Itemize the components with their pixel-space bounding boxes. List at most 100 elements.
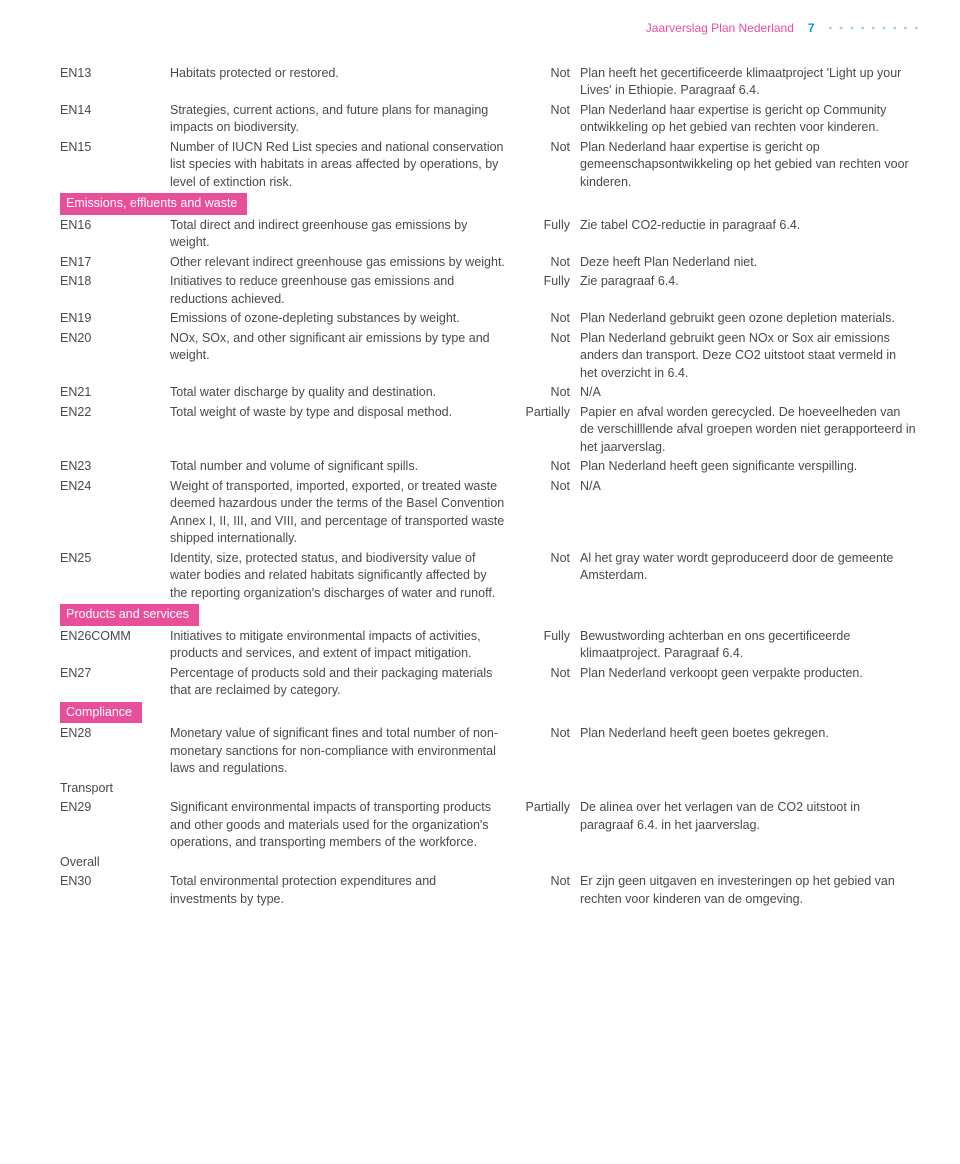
section-subhead-row: Transport (60, 780, 920, 800)
indicator-code: EN18 (60, 273, 170, 310)
table-row: EN13Habitats protected or restored.NotPl… (60, 65, 920, 102)
table-row: EN18Initiatives to reduce greenhouse gas… (60, 273, 920, 310)
section-band-row: Products and services (60, 604, 920, 628)
indicator-description: Significant environmental impacts of tra… (170, 799, 510, 854)
indicator-description: Percentage of products sold and their pa… (170, 665, 510, 702)
indicator-note: Plan heeft het gecertificeerde klimaatpr… (580, 65, 920, 102)
indicator-note: Deze heeft Plan Nederland niet. (580, 254, 920, 274)
indicator-note: Plan Nederland heeft geen significante v… (580, 458, 920, 478)
indicator-description: Other relevant indirect greenhouse gas e… (170, 254, 510, 274)
indicator-code: EN29 (60, 799, 170, 854)
indicator-status: Not (510, 665, 580, 702)
section-subhead: Overall (60, 854, 920, 874)
indicator-note: Plan Nederland verkoopt geen verpakte pr… (580, 665, 920, 702)
indicator-code: EN21 (60, 384, 170, 404)
indicator-status: Partially (510, 799, 580, 854)
indicator-description: Weight of transported, imported, exporte… (170, 478, 510, 550)
indicator-status: Not (510, 550, 580, 605)
header-page-number: 7 (808, 20, 815, 37)
indicator-status: Not (510, 478, 580, 550)
indicator-code: EN20 (60, 330, 170, 385)
indicator-status: Fully (510, 217, 580, 254)
table-row: EN20NOx, SOx, and other significant air … (60, 330, 920, 385)
indicator-note: Plan Nederland haar expertise is gericht… (580, 139, 920, 194)
indicator-description: Monetary value of significant fines and … (170, 725, 510, 780)
section-band: Emissions, effluents and waste (60, 193, 247, 215)
table-row: EN26COMMInitiatives to mitigate environm… (60, 628, 920, 665)
section-band-row: Emissions, effluents and waste (60, 193, 920, 217)
indicator-note: N/A (580, 478, 920, 550)
indicator-code: EN16 (60, 217, 170, 254)
indicator-status: Not (510, 102, 580, 139)
table-row: EN29Significant environmental impacts of… (60, 799, 920, 854)
indicator-status: Not (510, 458, 580, 478)
indicator-note: Zie paragraaf 6.4. (580, 273, 920, 310)
indicator-note: Plan Nederland gebruikt geen ozone deple… (580, 310, 920, 330)
section-band: Compliance (60, 702, 142, 724)
indicator-description: NOx, SOx, and other significant air emis… (170, 330, 510, 385)
table-row: EN21Total water discharge by quality and… (60, 384, 920, 404)
indicator-description: Total number and volume of significant s… (170, 458, 510, 478)
indicator-code: EN28 (60, 725, 170, 780)
indicator-status: Not (510, 725, 580, 780)
table-row: EN25Identity, size, protected status, an… (60, 550, 920, 605)
gri-table: EN13Habitats protected or restored.NotPl… (60, 65, 920, 911)
indicator-status: Not (510, 873, 580, 910)
indicator-status: Partially (510, 404, 580, 459)
indicator-code: EN22 (60, 404, 170, 459)
indicator-status: Not (510, 65, 580, 102)
indicator-status: Not (510, 254, 580, 274)
indicator-status: Not (510, 384, 580, 404)
indicator-code: EN27 (60, 665, 170, 702)
indicator-description: Total water discharge by quality and des… (170, 384, 510, 404)
header-dashes: - - - - - - - - - (829, 21, 920, 36)
indicator-note: Bewustwording achterban en ons gecertifi… (580, 628, 920, 665)
indicator-note: N/A (580, 384, 920, 404)
table-row: EN19Emissions of ozone-depleting substan… (60, 310, 920, 330)
indicator-status: Fully (510, 628, 580, 665)
table-row: EN23Total number and volume of significa… (60, 458, 920, 478)
indicator-code: EN30 (60, 873, 170, 910)
section-subhead-row: Overall (60, 854, 920, 874)
table-row: EN24Weight of transported, imported, exp… (60, 478, 920, 550)
indicator-code: EN15 (60, 139, 170, 194)
table-row: EN16Total direct and indirect greenhouse… (60, 217, 920, 254)
indicator-note: De alinea over het verlagen van de CO2 u… (580, 799, 920, 854)
indicator-description: Emissions of ozone-depleting substances … (170, 310, 510, 330)
section-band-row: Compliance (60, 702, 920, 726)
section-band: Products and services (60, 604, 199, 626)
indicator-code: EN25 (60, 550, 170, 605)
indicator-description: Total direct and indirect greenhouse gas… (170, 217, 510, 254)
indicator-note: Plan Nederland heeft geen boetes gekrege… (580, 725, 920, 780)
indicator-status: Not (510, 139, 580, 194)
page-header: Jaarverslag Plan Nederland 7 - - - - - -… (60, 20, 920, 37)
indicator-note: Plan Nederland haar expertise is gericht… (580, 102, 920, 139)
header-title: Jaarverslag Plan Nederland (646, 20, 794, 37)
indicator-description: Initiatives to reduce greenhouse gas emi… (170, 273, 510, 310)
indicator-code: EN17 (60, 254, 170, 274)
indicator-note: Plan Nederland gebruikt geen NOx or Sox … (580, 330, 920, 385)
section-subhead: Transport (60, 780, 920, 800)
table-row: EN17Other relevant indirect greenhouse g… (60, 254, 920, 274)
indicator-status: Not (510, 330, 580, 385)
indicator-code: EN13 (60, 65, 170, 102)
indicator-code: EN26COMM (60, 628, 170, 665)
indicator-code: EN23 (60, 458, 170, 478)
indicator-note: Er zijn geen uitgaven en investeringen o… (580, 873, 920, 910)
indicator-description: Initiatives to mitigate environmental im… (170, 628, 510, 665)
indicator-code: EN19 (60, 310, 170, 330)
indicator-description: Total weight of waste by type and dispos… (170, 404, 510, 459)
indicator-status: Not (510, 310, 580, 330)
table-row: EN28Monetary value of significant fines … (60, 725, 920, 780)
indicator-code: EN24 (60, 478, 170, 550)
table-row: EN27Percentage of products sold and thei… (60, 665, 920, 702)
indicator-note: Papier en afval worden gerecycled. De ho… (580, 404, 920, 459)
indicator-note: Zie tabel CO2-reductie in paragraaf 6.4. (580, 217, 920, 254)
table-row: EN22Total weight of waste by type and di… (60, 404, 920, 459)
indicator-description: Total environmental protection expenditu… (170, 873, 510, 910)
indicator-status: Fully (510, 273, 580, 310)
table-row: EN15Number of IUCN Red List species and … (60, 139, 920, 194)
indicator-note: Al het gray water wordt geproduceerd doo… (580, 550, 920, 605)
indicator-code: EN14 (60, 102, 170, 139)
indicator-description: Identity, size, protected status, and bi… (170, 550, 510, 605)
